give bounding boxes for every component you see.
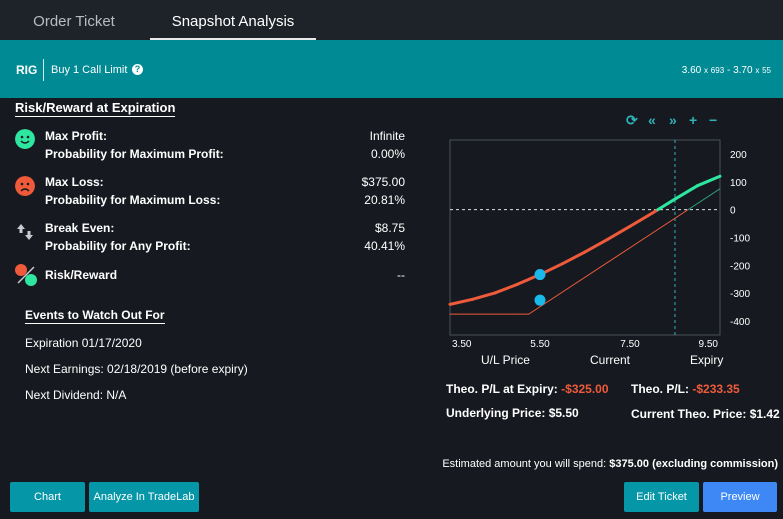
max-loss-value: $375.00: [361, 175, 405, 189]
risk-reward-title: Risk/Reward at Expiration: [15, 100, 176, 117]
theo-pl-label: Theo. P/L:: [631, 382, 689, 396]
series-current-segment: [583, 237, 609, 254]
theo-pl-expiry-label: Theo. P/L at Expiry:: [446, 382, 558, 396]
profit-loss-chart[interactable]: 200 100 0 -100 -200 -300 -400 3.50 5.50 7.50 9.50: [440, 135, 765, 350]
sad-face-icon: [15, 176, 35, 196]
edit-ticket-button[interactable]: Edit Ticket: [624, 482, 699, 512]
y-tick-label: 200: [730, 150, 747, 161]
series-current-segment: [561, 250, 587, 266]
divider: [43, 59, 44, 81]
prob-max-loss-value: 20.81%: [364, 193, 405, 207]
series-current-segment: [656, 197, 677, 212]
legend-current: Current: [590, 353, 631, 367]
data-point-marker: [534, 294, 546, 306]
zoom-out-icon[interactable]: −: [709, 112, 718, 128]
quote: 3.60 x 693 - 3.70 x 55: [682, 65, 771, 76]
y-tick-label: -100: [730, 234, 750, 245]
chart-toolbar: ⟳ « » + −: [624, 112, 724, 128]
y-tick-label: 100: [730, 178, 747, 189]
theo-pl-expiry-value: -$325.00: [561, 382, 609, 396]
risk-reward-label: Risk/Reward: [45, 268, 118, 282]
estimated-spend-value: $375.00 (excluding commission): [609, 458, 778, 470]
prob-max-profit-value: 0.00%: [370, 147, 405, 161]
series-expiry-segment: [528, 209, 689, 315]
series-current-segment: [606, 224, 632, 241]
help-icon[interactable]: ?: [132, 64, 143, 75]
risk-reward-icon: [15, 264, 37, 286]
estimated-spend: Estimated amount you will spend: $375.00…: [442, 458, 778, 470]
data-point-marker: [534, 269, 546, 281]
bid-size: 693: [710, 66, 725, 75]
max-profit-label: Max Profit:: [45, 129, 108, 143]
order-description: Buy 1 Call Limit: [51, 64, 128, 76]
x-tick-label: 7.50: [620, 339, 640, 350]
break-even-value: $8.75: [374, 221, 405, 235]
underlying-price-value: $5.50: [548, 406, 579, 420]
tab-bar: Order Ticket Snapshot Analysis: [0, 0, 783, 40]
underlying-price: Underlying Price: $5.50: [446, 406, 579, 420]
tab-order-ticket[interactable]: Order Ticket: [33, 13, 115, 30]
x-tick-label: 5.50: [530, 339, 550, 350]
x-tick-label: 9.50: [699, 339, 719, 350]
tab-snapshot-analysis[interactable]: Snapshot Analysis: [150, 0, 316, 40]
scroll-left-icon[interactable]: «: [648, 112, 656, 128]
series-current-segment: [448, 297, 474, 306]
plot-area: [449, 139, 721, 336]
risk-reward-value: --: [397, 268, 405, 282]
y-tick-label: -400: [730, 317, 750, 328]
ask-size: 55: [762, 66, 771, 75]
y-tick-label: -300: [730, 289, 750, 300]
next-dividend: Next Dividend: N/A: [25, 388, 127, 402]
series-current-segment: [673, 184, 699, 201]
quote-x: x: [704, 66, 709, 75]
current-theo-price-label: Current Theo. Price:: [631, 407, 747, 421]
series-current-segment: [471, 291, 497, 301]
expiration-date: Expiration 01/17/2020: [25, 336, 142, 350]
symbol: RIG: [16, 63, 38, 77]
chart-button[interactable]: Chart: [10, 482, 85, 512]
estimated-spend-label: Estimated amount you will spend:: [442, 458, 607, 470]
quote-x: x: [755, 66, 760, 75]
y-tick-label: -200: [730, 261, 750, 272]
events-title: Events to Watch Out For: [25, 308, 165, 324]
theo-pl-expiry: Theo. P/L at Expiry: -$325.00: [446, 382, 609, 396]
y-tick-label: 0: [730, 206, 736, 217]
series-current-segment: [628, 211, 654, 228]
current-theo-price: Current Theo. Price: $1.42: [631, 406, 781, 422]
quote-dash: -: [726, 65, 731, 76]
prob-max-profit-label: Probability for Maximum Profit:: [45, 147, 224, 161]
legend-expiry: Expiry: [690, 353, 724, 367]
series-expiry-segment: [687, 188, 721, 211]
analyze-tradelab-button[interactable]: Analyze In TradeLab: [89, 482, 199, 512]
legend-ul-price: U/L Price: [481, 353, 530, 367]
break-even-arrows-icon: [17, 224, 33, 240]
max-loss-label: Max Loss:: [45, 175, 104, 189]
theo-pl: Theo. P/L: -$233.35: [631, 382, 740, 396]
series-current-segment: [493, 282, 519, 295]
next-earnings: Next Earnings: 02/18/2019 (before expiry…: [25, 362, 248, 376]
prob-any-profit-value: 40.41%: [364, 239, 405, 253]
underlying-price-label: Underlying Price:: [446, 406, 546, 420]
preview-button[interactable]: Preview: [703, 482, 777, 512]
bid-price: 3.60: [681, 65, 702, 76]
prob-max-loss-label: Probability for Maximum Loss:: [45, 193, 221, 207]
scroll-right-icon[interactable]: »: [669, 112, 677, 128]
max-profit-value: Infinite: [369, 129, 405, 143]
zoom-in-icon[interactable]: +: [689, 112, 698, 128]
x-tick-label: 3.50: [452, 339, 472, 350]
prob-any-profit-label: Probability for Any Profit:: [45, 239, 191, 253]
series-current-segment: [696, 174, 722, 188]
break-even-label: Break Even:: [45, 221, 115, 235]
current-theo-price-value: $1.42: [749, 407, 780, 421]
smiley-face-icon: [15, 129, 35, 149]
refresh-icon[interactable]: ⟳: [626, 112, 638, 128]
theo-pl-value: -$233.35: [692, 382, 740, 396]
order-summary-bar: RIG Buy 1 Call Limit ? 3.60 x 693 - 3.70…: [0, 40, 783, 98]
ask-price: 3.70: [733, 65, 753, 76]
